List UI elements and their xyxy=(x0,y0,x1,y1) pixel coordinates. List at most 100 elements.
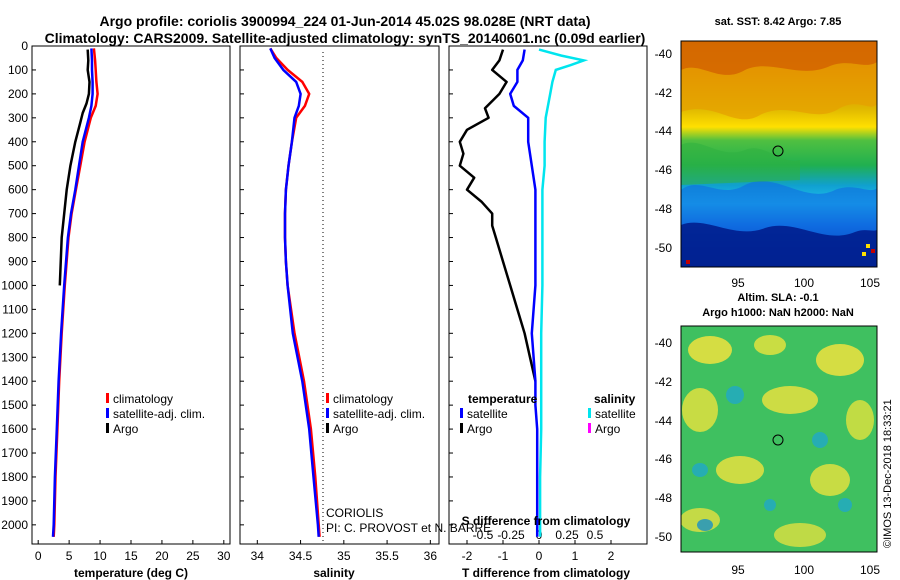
salinity-tick-label: 36 xyxy=(424,549,438,563)
salinity-panel: 34 34.5 35 35.5 36 salinity climatology sate… xyxy=(239,45,491,580)
sla-ytick: -40 xyxy=(655,336,673,350)
depth-tick-label: 100 xyxy=(8,63,28,77)
legend-swatch-argo xyxy=(326,423,329,433)
t-diff-tick-label: 2 xyxy=(608,549,615,563)
depth-tick-label: 500 xyxy=(8,159,28,173)
depth-tick-label: 600 xyxy=(8,183,28,197)
temperature-tick-label: 10 xyxy=(93,549,107,563)
s-diff-tick-label: -0.5 xyxy=(473,528,494,542)
s-diff-tick-label: -0.25 xyxy=(497,528,525,542)
salinity-tick-label: 35 xyxy=(337,549,351,563)
plot-title-line2: Climatology: CARS2009. Satellite-adjuste… xyxy=(44,30,646,46)
salinity-tick-label: 35.5 xyxy=(375,549,399,563)
temperature-axes-frame xyxy=(31,45,231,545)
legend-label-argo: Argo xyxy=(333,422,359,436)
salinity-axes-frame xyxy=(239,45,440,545)
sla-argo-location-marker xyxy=(772,434,784,446)
depth-tick-label: 300 xyxy=(8,111,28,125)
depth-tick-label: 900 xyxy=(8,254,28,268)
sst-map-frame xyxy=(680,40,878,268)
salinity-tick-label: 34.5 xyxy=(289,549,313,563)
sst-map-image xyxy=(681,41,877,267)
t-diff-tick-label: -1 xyxy=(498,549,509,563)
difference-ticks: -2 -1 0 1 2-0.5 -0.25 0 0.25 0.5 xyxy=(449,45,615,563)
sst-ytick: -50 xyxy=(655,241,673,255)
series-line-t-argo-diff xyxy=(458,49,537,382)
legend-swatch-climatology xyxy=(326,393,329,403)
temperature-x-label: temperature (deg C) xyxy=(74,566,188,580)
sst-xtick: 100 xyxy=(794,276,814,290)
sst-ytick: -46 xyxy=(655,163,673,177)
sst-ytick: -42 xyxy=(655,86,673,100)
legend-title-temperature: temperature xyxy=(468,392,538,406)
difference-panel: -2 -1 0 1 2-0.5 -0.25 0 0.25 0.5 S difference fr… xyxy=(448,45,648,580)
legend-label-s-satellite: satellite xyxy=(595,407,636,421)
legend-label-argo: Argo xyxy=(113,422,139,436)
legend-label-satellite: satellite-adj. clim. xyxy=(333,407,425,421)
difference-series xyxy=(458,48,589,537)
sst-ytick: -40 xyxy=(655,47,673,61)
series-line-climatology xyxy=(52,48,99,537)
temperature-legend: climatology satellite-adj. clim. Argo xyxy=(106,392,205,436)
sla-map-frame xyxy=(680,325,878,553)
legend-label-climatology: climatology xyxy=(113,392,173,406)
depth-tick-label: 1100 xyxy=(2,302,28,316)
sst-xtick: 95 xyxy=(731,276,745,290)
depth-axis-ticks: 0 100 200 300 400 500 600 700 800 900 1000 1100 1200… xyxy=(1,39,36,532)
sst-map-x-ticks: 95 100 105 xyxy=(731,276,880,290)
depth-tick-label: 0 xyxy=(21,39,28,53)
depth-tick-label: 1600 xyxy=(1,422,28,436)
sst-argo-location-marker xyxy=(772,145,784,157)
legend-label-t-argo: Argo xyxy=(467,422,493,436)
sst-map: sat. SST: 8.42 Argo: 7.85 -40 -42 -44 -4… xyxy=(655,16,881,290)
legend-label-climatology: climatology xyxy=(333,392,393,406)
sst-map-y-ticks: -40 -42 -44 -46 -48 -50 xyxy=(655,47,673,255)
sla-map-x-ticks: 95 100 105 xyxy=(731,563,880,577)
legend-swatch-argo xyxy=(106,423,109,433)
salinity-tick-label: 34 xyxy=(251,549,265,563)
depth-tick-label: 400 xyxy=(8,135,28,149)
legend-swatch-climatology xyxy=(106,393,109,403)
legend-label-t-satellite: satellite xyxy=(467,407,508,421)
legend-title-salinity: salinity xyxy=(594,392,636,406)
series-line-satellite-adj xyxy=(269,47,320,537)
legend-label-satellite: satellite-adj. clim. xyxy=(113,407,205,421)
sla-map-y-ticks: -40 -42 -44 -46 -48 -50 xyxy=(655,336,673,544)
temperature-tick-label: 30 xyxy=(217,549,231,563)
sla-h-label: Argo h1000: NaN h2000: NaN xyxy=(702,307,854,319)
plot-title-line1: Argo profile: coriolis 3900994_224 01-Ju… xyxy=(99,13,591,29)
difference-axes-frame xyxy=(448,45,648,545)
depth-tick-label: 800 xyxy=(8,231,28,245)
salinity-legend: climatology satellite-adj. clim. Argo xyxy=(326,392,425,436)
temperature-tick-label: 5 xyxy=(66,549,73,563)
s-diff-tick-label: 0.5 xyxy=(587,528,604,542)
sla-xtick: 105 xyxy=(860,563,880,577)
depth-tick-label: 1900 xyxy=(1,494,28,508)
temperature-tick-label: 20 xyxy=(155,549,169,563)
depth-tick-label: 2000 xyxy=(1,518,28,532)
sst-xtick: 105 xyxy=(860,276,880,290)
series-line-t-satellite-diff xyxy=(508,49,539,537)
legend-swatch-satellite xyxy=(106,408,109,418)
depth-tick-label: 1700 xyxy=(1,446,28,460)
temperature-panel: 0100200300400500600700800900100011001200… xyxy=(1,39,231,580)
legend-swatch-s-argo xyxy=(588,423,591,433)
depth-tick-label: 200 xyxy=(8,87,28,101)
depth-tick-label: 700 xyxy=(8,207,28,221)
sla-map-image xyxy=(681,326,877,552)
sla-ytick: -46 xyxy=(655,452,673,466)
depth-tick-label: 1800 xyxy=(1,470,28,484)
salinity-x-label: salinity xyxy=(313,566,355,580)
t-diff-tick-label: -2 xyxy=(462,549,473,563)
t-diff-tick-label: 0 xyxy=(536,549,543,563)
depth-tick-label: 1400 xyxy=(1,374,28,388)
sla-ytick: -50 xyxy=(655,530,673,544)
sst-ytick: -48 xyxy=(655,202,673,216)
series-line-argo xyxy=(58,49,91,286)
s-difference-label: S difference from climatology xyxy=(462,514,631,528)
t-difference-label: T difference from climatology xyxy=(462,566,630,580)
s-diff-tick-label: 0.25 xyxy=(555,528,579,542)
data-center-note: CORIOLIS xyxy=(326,506,383,520)
sla-xtick: 100 xyxy=(794,563,814,577)
